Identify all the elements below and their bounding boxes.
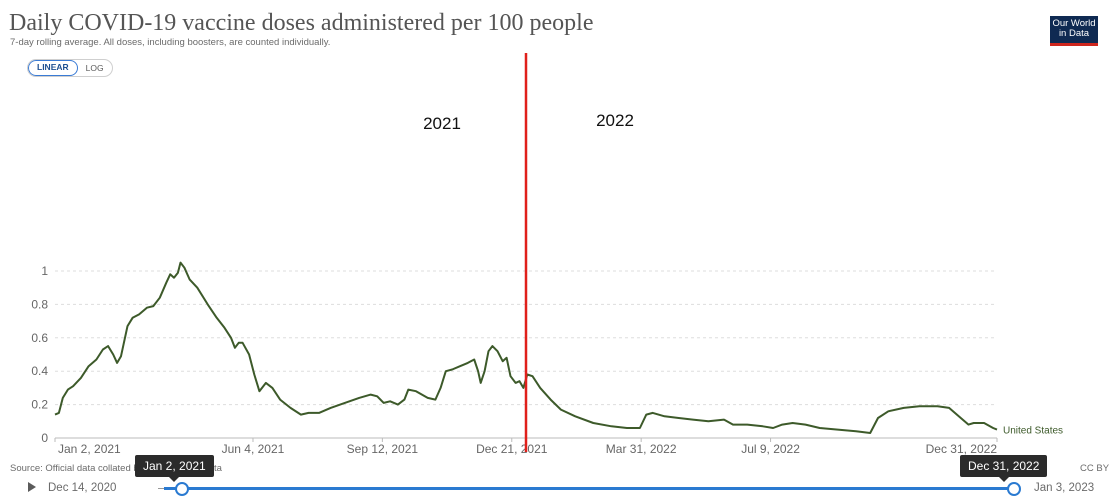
timeline-start-label: Dec 14, 2020: [48, 482, 117, 494]
logo-line-1: Our World: [1052, 18, 1096, 29]
x-tick-label: Dec 31, 2022: [926, 442, 998, 456]
chart-subtitle: 7-day rolling average. All doses, includ…: [10, 37, 331, 48]
y-tick-label: 1: [41, 264, 48, 278]
play-icon[interactable]: [28, 482, 36, 492]
timeline-selected-range[interactable]: [164, 487, 1014, 490]
license-label[interactable]: CC BY: [1080, 463, 1110, 474]
timeline-unselected-track: [158, 488, 166, 489]
timeline-start-tooltip: Jan 2, 2021: [135, 455, 214, 482]
log-scale-button[interactable]: LOG: [85, 63, 104, 73]
timeline-end-handle[interactable]: [1007, 482, 1021, 496]
scale-toggle: LINEAR LOG: [27, 59, 113, 77]
x-tick-label: Jun 4, 2021: [222, 442, 285, 456]
x-tick-label: Jul 9, 2022: [741, 442, 800, 456]
linear-scale-button[interactable]: LINEAR: [28, 60, 78, 76]
x-tick-label: Sep 12, 2021: [347, 442, 419, 456]
series-line-united-states: [54, 261, 998, 434]
y-tick-label: 0: [41, 431, 48, 445]
logo-line-2: in Data: [1058, 28, 1090, 39]
y-tick-label: 0.4: [31, 364, 48, 378]
x-tick-label: Jan 2, 2021: [58, 442, 121, 456]
y-tick-label: 0.2: [31, 398, 48, 412]
y-tick-label: 0.6: [31, 331, 48, 345]
source-note: Source: Official data collated by Our Wo…: [10, 463, 222, 474]
annotation-2021: 2021: [423, 114, 461, 133]
annotation-2022: 2022: [596, 111, 634, 130]
y-tick-label: 0.8: [31, 297, 48, 311]
logo-red-bar: [1050, 43, 1098, 46]
owid-logo[interactable]: Our World in Data: [1050, 16, 1098, 46]
x-tick-label: Dec 21, 2021: [476, 442, 548, 456]
timeline-start-handle[interactable]: [175, 482, 189, 496]
timeline-end-label: Jan 3, 2023: [1034, 482, 1095, 494]
x-tick-label: Mar 31, 2022: [606, 442, 677, 456]
chart-title: Daily COVID-19 vaccine doses administere…: [9, 10, 594, 36]
timeline-end-tooltip: Dec 31, 2022: [960, 455, 1048, 482]
series-label-united-states: United States: [1003, 426, 1063, 437]
